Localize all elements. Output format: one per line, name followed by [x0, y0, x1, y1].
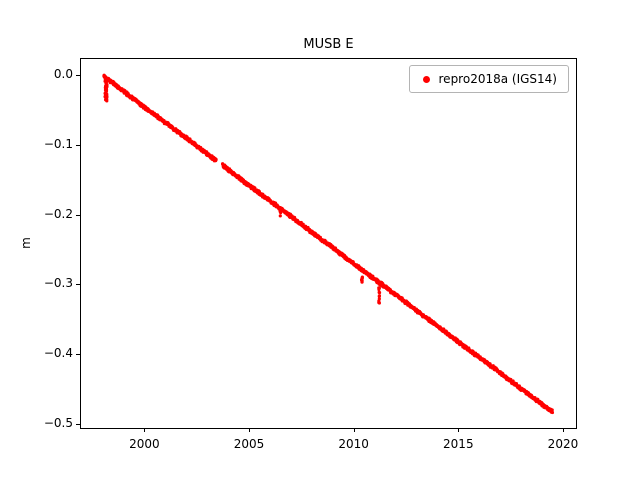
y-tick-mark — [76, 354, 80, 356]
legend: repro2018a (IGS14) — [408, 65, 569, 93]
scatter-series-canvas — [81, 59, 576, 428]
x-tick-mark — [458, 428, 460, 432]
y-tick-label: −0.3 — [43, 276, 73, 291]
x-tick-label: 2010 — [338, 437, 369, 451]
y-tick-mark — [76, 144, 80, 146]
y-axis-label: m — [19, 237, 33, 249]
chart-title: MUSB E — [303, 37, 354, 52]
x-tick-label: 2005 — [233, 437, 265, 451]
plot-area: repro2018a (IGS14) — [80, 58, 577, 429]
y-tick-mark — [76, 284, 80, 286]
x-tick-label: 2000 — [129, 437, 160, 451]
y-tick-label: −0.5 — [43, 416, 73, 431]
y-tick-mark — [76, 74, 80, 76]
x-tick-mark — [353, 428, 355, 432]
x-tick-mark — [249, 428, 250, 432]
y-tick-label: −0.2 — [43, 206, 73, 221]
x-tick-label: 2015 — [443, 437, 474, 451]
y-tick-label: −0.1 — [43, 136, 73, 151]
y-tick-mark — [76, 214, 80, 216]
x-tick-mark — [562, 428, 564, 432]
legend-marker-dot — [422, 75, 430, 83]
y-tick-label: −0.4 — [43, 346, 73, 361]
y-tick-label: 0.0 — [53, 66, 73, 81]
x-tick-mark — [144, 428, 146, 432]
x-tick-label: 2020 — [547, 437, 579, 451]
y-tick-mark — [76, 424, 80, 426]
legend-label: repro2018a (IGS14) — [438, 72, 557, 86]
